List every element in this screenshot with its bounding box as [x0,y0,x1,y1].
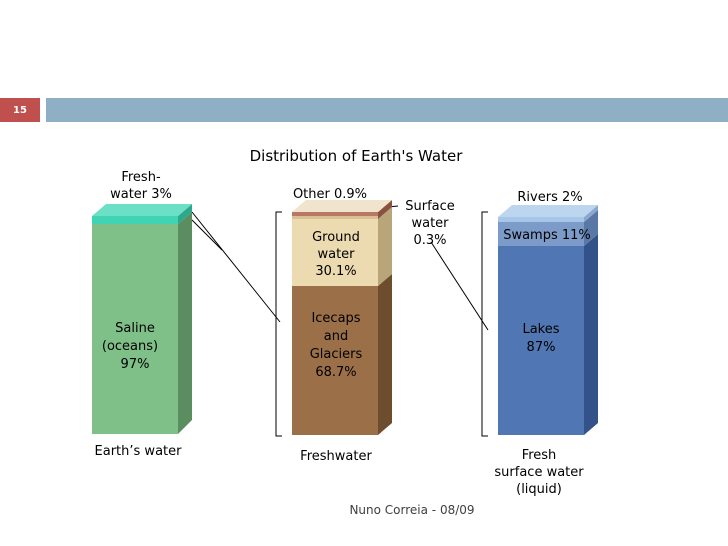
bar-top-face [498,205,598,217]
bar-ground-water-segment [292,219,378,286]
header-band [46,98,728,122]
label-icecaps: Icecaps and Glaciers 68.7% [310,311,363,380]
bar-other-segment [292,212,378,216]
bar-freshwater [292,200,392,435]
bar-surface-segment [292,215,378,219]
bracket-surface-water [481,211,488,437]
bar-swamps-segment [498,222,584,246]
bar-rivers-side [584,205,598,222]
connector-line [191,219,223,251]
chart-title: Distribution of Earth's Water [250,147,464,165]
label-other: Other 0.9% [293,187,367,202]
bar-name-freshwater: Freshwater [300,449,372,464]
slide-footer: Nuno Correia - 08/09 [0,503,728,517]
slide-number: 15 [0,98,40,122]
bar-lakes-side [584,234,598,435]
bar-freshwater-side [178,204,192,224]
bar-icecaps-segment [292,286,378,435]
label-freshwater-3: Fresh-water 3% [110,170,172,202]
footer-author: Nuno Correia - 08/09 [349,503,475,517]
label-lakes: Lakes 87% [522,322,559,355]
bar-saline-side [178,212,192,434]
label-rivers: Rivers 2% [517,190,582,205]
bar-icecaps-side [378,274,392,435]
bar-top-face [292,200,392,212]
bar-earths-water [92,204,192,434]
bar-ground-water-side [378,207,392,286]
bar-freshwater-segment [92,216,178,224]
bar-saline-segment [92,224,178,434]
bracket-freshwater [275,211,282,437]
bar-surface-water [498,205,598,435]
label-saline: Saline (oceans) 97% [102,321,158,372]
bar-rivers-segment [498,217,584,222]
label-surface-water: Surface water 0.3% [405,199,455,248]
connector-line [191,211,281,323]
bar-lakes-segment [498,246,584,435]
label-swamps: Swamps 11% [503,228,591,243]
bar-top-face [92,204,192,216]
label-ground-water: Ground water 30.1% [312,230,360,279]
bar-other-side [378,200,392,219]
bar-name-earths-water: Earth’s water [95,444,183,459]
bar-name-surface-water: Fresh surface water (liquid) [494,448,584,497]
connector-line [430,241,489,331]
